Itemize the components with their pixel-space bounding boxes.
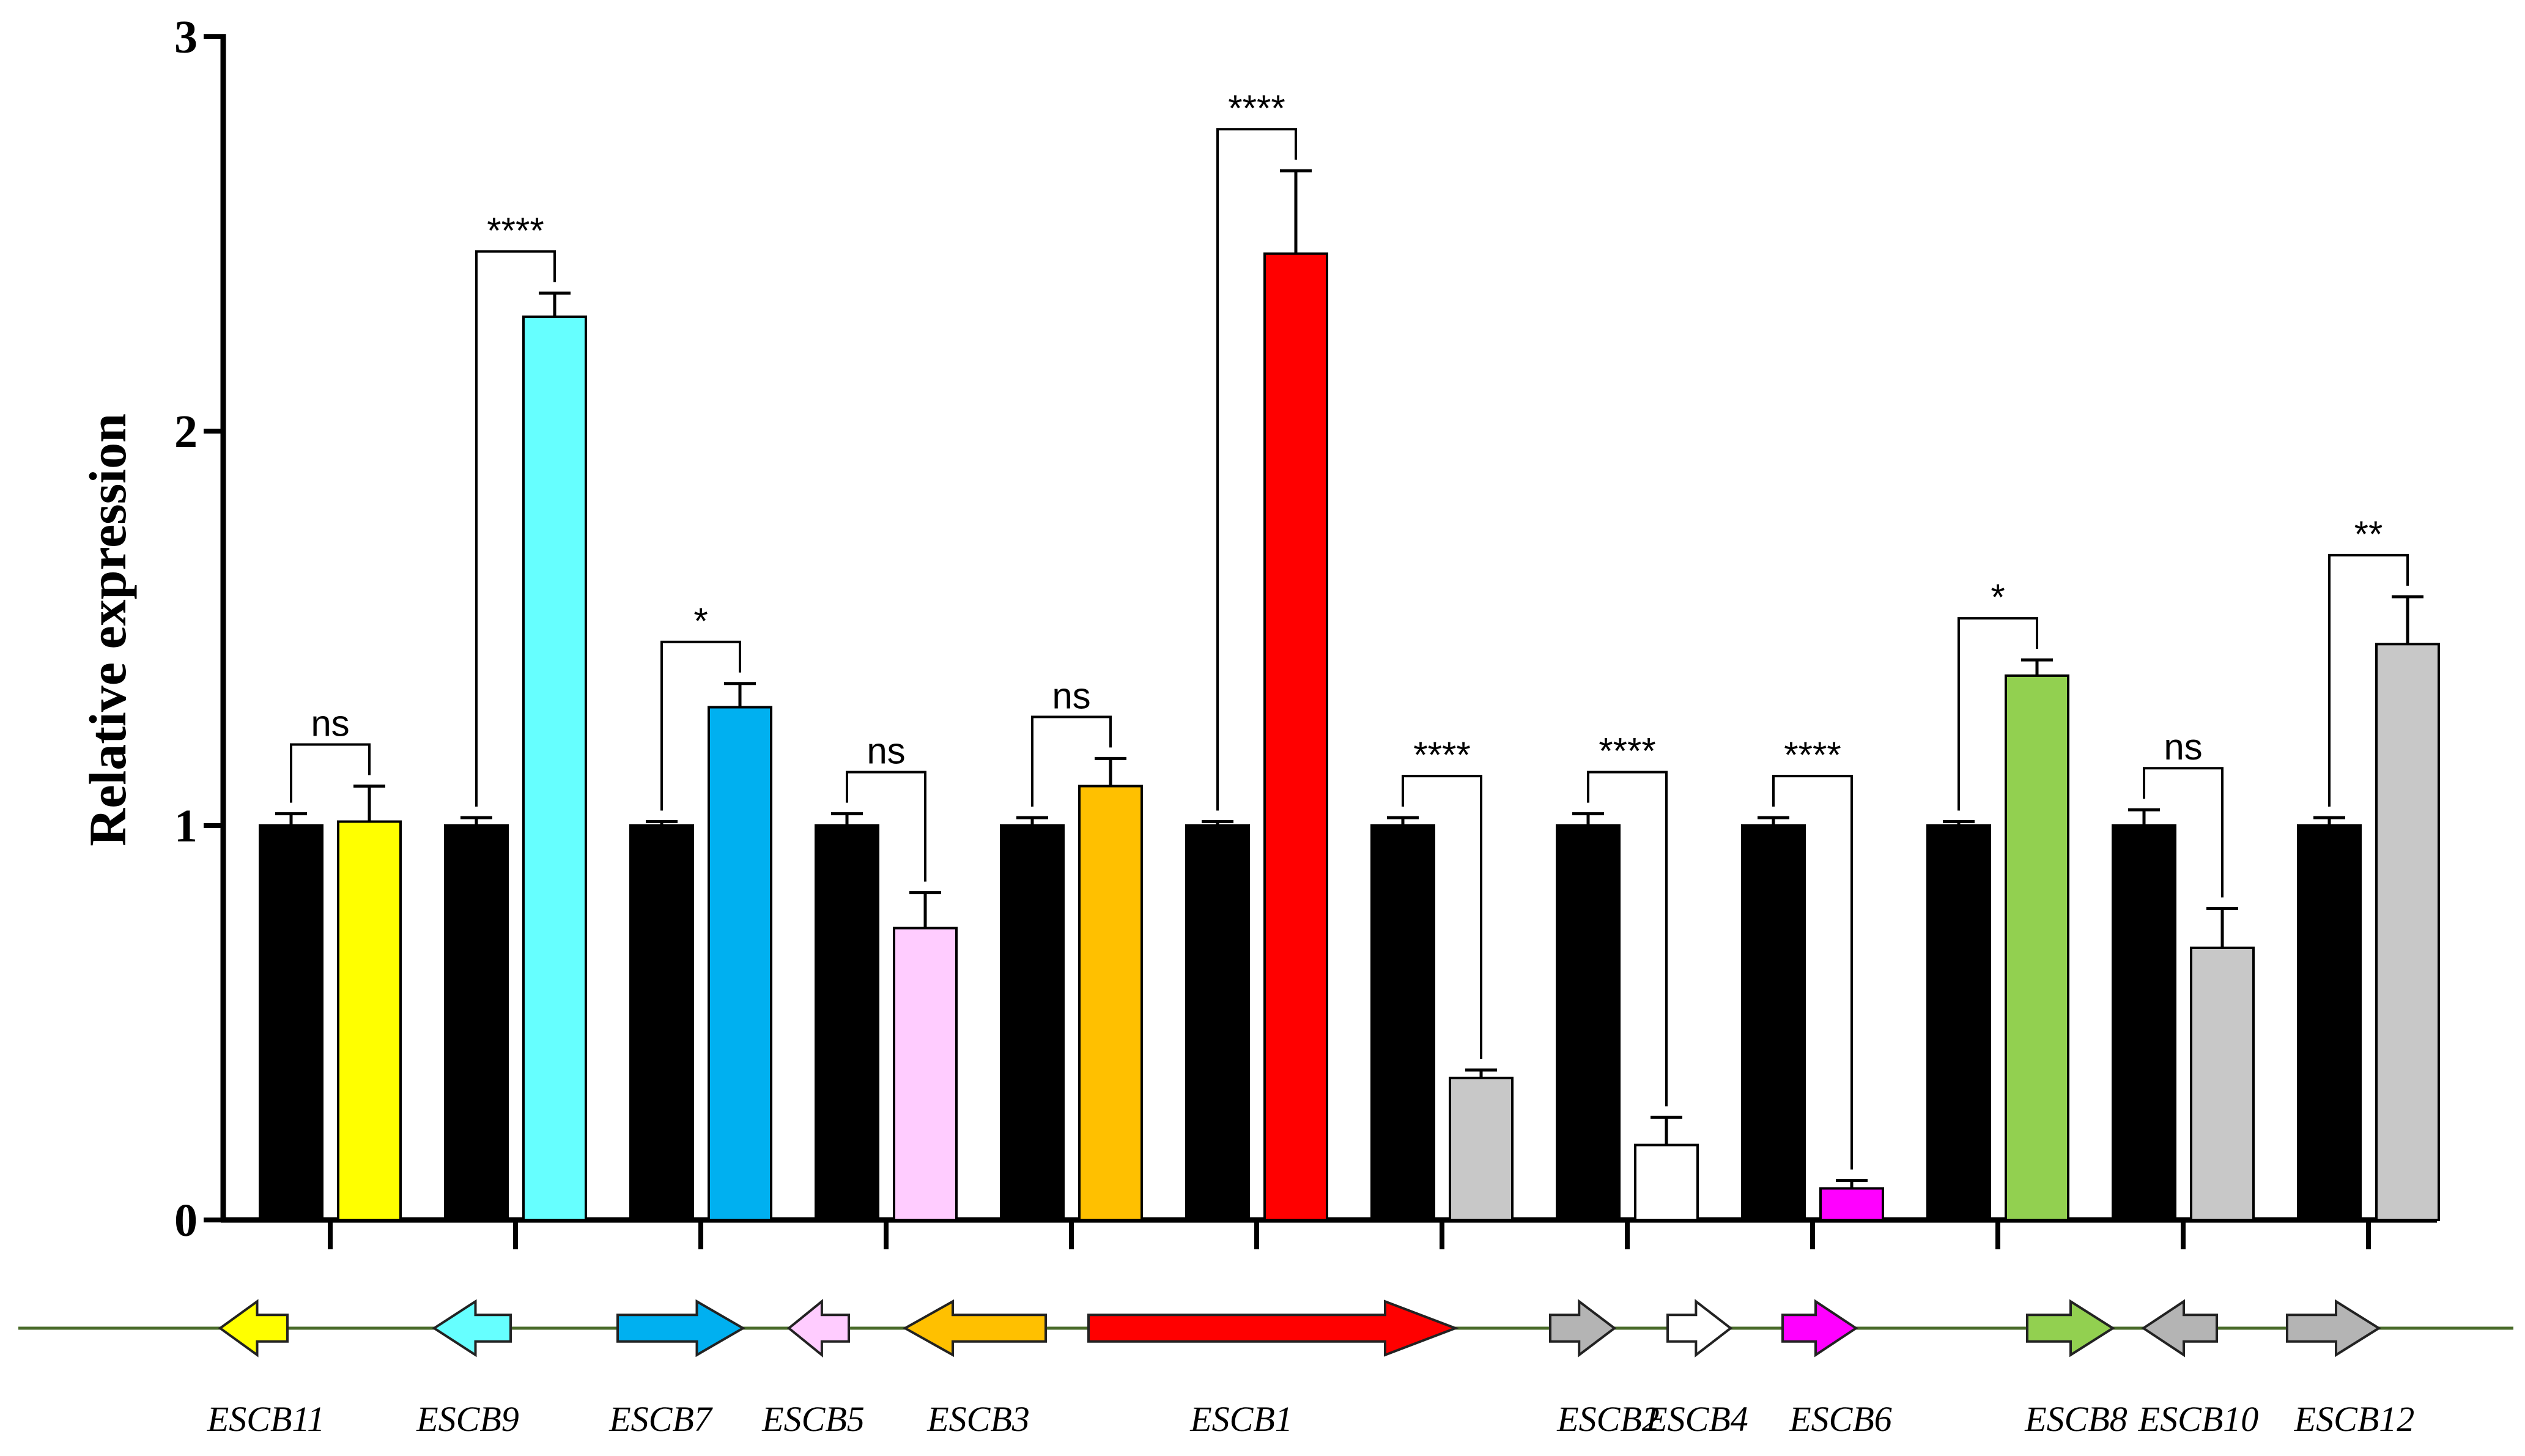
significance-bracket: [1216, 128, 1297, 811]
significance-label: ****: [1228, 87, 1285, 128]
treatment-bar: [708, 706, 772, 1221]
significance-label: ****: [1413, 734, 1470, 775]
gene-label: ESCB6: [1789, 1399, 1892, 1439]
significance-bracket: [475, 250, 556, 807]
significance-bracket: [290, 743, 371, 803]
y-tick-label: 1: [174, 800, 198, 852]
significance-bracket: [660, 640, 741, 811]
gene-label: ESCB9: [416, 1399, 519, 1439]
y-tick-label: 2: [174, 406, 198, 457]
y-tick-label: 0: [174, 1195, 198, 1246]
significance-bracket: [1958, 617, 2038, 811]
gene-label: ESCB8: [2024, 1399, 2128, 1439]
significance-bracket: [1402, 775, 1482, 1059]
gene-arrow: [1549, 1299, 1617, 1358]
gene-label: ESCB4: [1645, 1399, 1748, 1439]
significance-bracket: [1772, 775, 1853, 1170]
gene-label: ESCB12: [2294, 1399, 2415, 1439]
y-axis-title: Relative expression: [78, 413, 137, 846]
control-bar: [1000, 824, 1065, 1221]
significance-label: ns: [311, 703, 349, 744]
gene-map: ESCB11 ESCB9 ESCB7 ESCB5 ESCB3 ESCB1 ESCB2ESCB…: [18, 1299, 2513, 1439]
gene-arrow: [1087, 1299, 1459, 1357]
y-tick-label: 3: [174, 12, 198, 63]
control-bar: [444, 824, 509, 1221]
significance-label: ns: [2164, 726, 2202, 767]
significance-label: *: [693, 601, 708, 641]
gene-arrow: [1781, 1299, 1858, 1358]
treatment-bar: [337, 820, 402, 1222]
treatment-bar: [2375, 643, 2440, 1222]
treatment-bar: [2190, 946, 2255, 1221]
significance-bracket: [2143, 767, 2224, 898]
significance-bracket: [846, 770, 926, 882]
treatment-bar: [2005, 674, 2069, 1221]
treatment-bar: [1263, 252, 1328, 1221]
gene-arrow: [2026, 1299, 2115, 1358]
control-bar: [815, 824, 879, 1221]
gene-label: ESCB2: [1556, 1399, 1660, 1439]
significance-label: ****: [1784, 734, 1841, 775]
control-bar: [1741, 824, 1806, 1221]
treatment-bar: [1078, 785, 1143, 1221]
significance-label: ****: [487, 210, 544, 251]
significance-label: ns: [867, 731, 905, 772]
significance-bracket: [1031, 715, 1112, 807]
treatment-bar: [1634, 1144, 1699, 1221]
control-bar: [1185, 824, 1250, 1221]
significance-bracket: [2328, 553, 2409, 807]
significance-label: ****: [1599, 731, 1655, 772]
treatment-bar: [522, 315, 587, 1222]
control-bar: [1926, 824, 1991, 1221]
gene-arrow: [2286, 1299, 2381, 1358]
control-bar: [259, 824, 323, 1221]
control-bar: [629, 824, 694, 1221]
treatment-bar: [893, 926, 958, 1221]
gene-label: ESCB5: [761, 1399, 865, 1439]
gene-arrow: [1666, 1299, 1733, 1358]
gene-arrow: [786, 1299, 850, 1358]
significance-label: *: [1991, 577, 2005, 618]
gene-arrow: [902, 1299, 1047, 1358]
significance-label: **: [2354, 514, 2383, 555]
significance-bracket: [1587, 770, 1668, 1107]
gene-label: ESCB7: [608, 1399, 713, 1439]
gene-arrow: [432, 1299, 512, 1358]
gene-arrow: [218, 1299, 289, 1358]
gene-label: ESCB1: [1189, 1399, 1293, 1439]
gene-label: ESCB3: [926, 1399, 1030, 1439]
control-bar: [2297, 824, 2362, 1221]
gene-arrow: [2141, 1299, 2218, 1358]
control-bar: [1556, 824, 1621, 1221]
gene-label: ESCB11: [207, 1399, 325, 1439]
treatment-bar: [1449, 1076, 1514, 1222]
gene-label: ESCB10: [2138, 1399, 2259, 1439]
control-bar: [1370, 824, 1435, 1221]
bar-group: [259, 169, 2440, 1222]
gene-arrow: [616, 1299, 745, 1358]
control-bar: [2112, 824, 2176, 1221]
significance-label: ns: [1052, 675, 1090, 716]
treatment-bar: [1819, 1187, 1884, 1222]
